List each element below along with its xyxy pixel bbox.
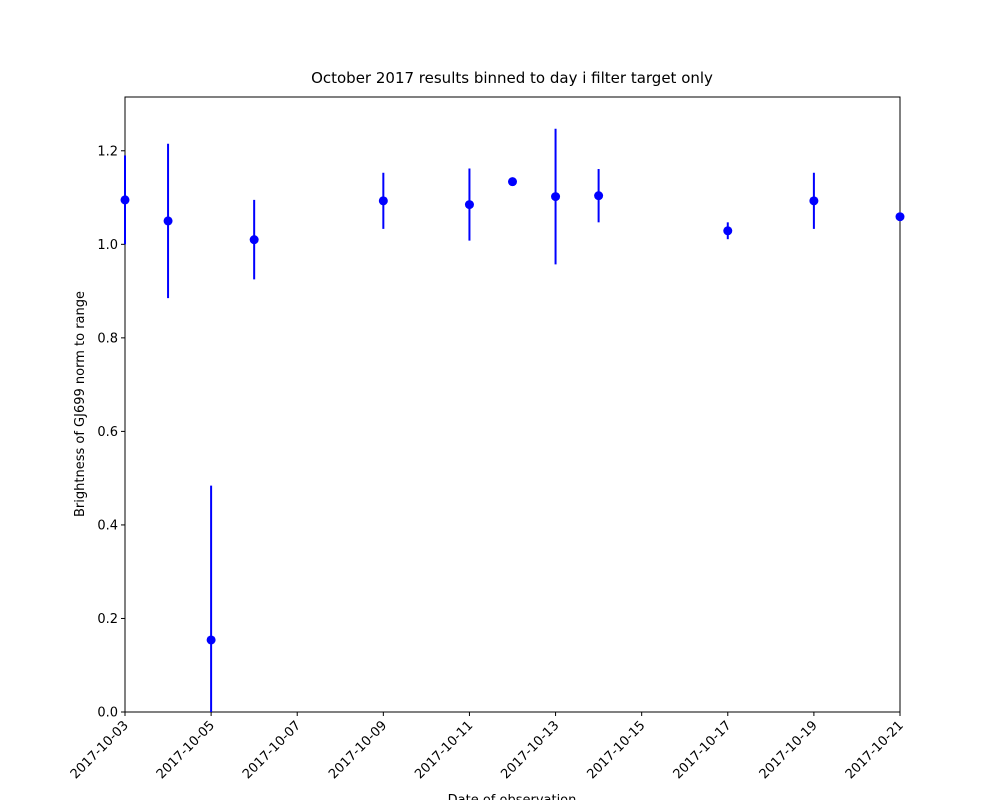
y-tick-label: 1.0 [97, 238, 118, 253]
y-tick-label: 0.0 [97, 706, 118, 721]
y-tick-label: 1.2 [97, 144, 118, 159]
data-point [723, 226, 733, 236]
data-point [378, 196, 388, 206]
data-point [249, 235, 259, 245]
plot-frame [124, 96, 901, 713]
data-point [551, 192, 561, 202]
x-tick-label: 2017-10-17 [671, 718, 735, 782]
x-tick-label: 2017-10-21 [843, 718, 907, 782]
y-tick-label: 0.4 [97, 518, 118, 533]
x-tick-label: 2017-10-13 [498, 718, 562, 782]
x-tick-label: 2017-10-11 [412, 718, 476, 782]
y-axis-label: Brightness of GJ699 norm to range [73, 291, 88, 517]
y-tick-label: 0.8 [97, 331, 118, 346]
data-point [594, 191, 604, 201]
x-axis-label: Date of observation [448, 793, 577, 800]
data-point [895, 212, 905, 222]
y-tick-label: 0.6 [97, 425, 118, 440]
data-point [206, 635, 216, 645]
data-point [508, 177, 517, 187]
y-tick-label: 0.2 [97, 612, 118, 627]
x-tick-label: 2017-10-15 [584, 718, 648, 782]
data-point [120, 195, 130, 205]
x-tick-label: 2017-10-19 [757, 718, 821, 782]
chart-title: October 2017 results binned to day i fil… [311, 69, 713, 87]
x-tick-label: 2017-10-07 [240, 718, 304, 782]
x-tick-label: 2017-10-03 [68, 718, 132, 782]
data-point [464, 200, 474, 210]
data-point [809, 196, 819, 206]
x-tick-label: 2017-10-09 [326, 718, 390, 782]
data-point [163, 216, 173, 226]
x-tick-label: 2017-10-05 [154, 718, 218, 782]
